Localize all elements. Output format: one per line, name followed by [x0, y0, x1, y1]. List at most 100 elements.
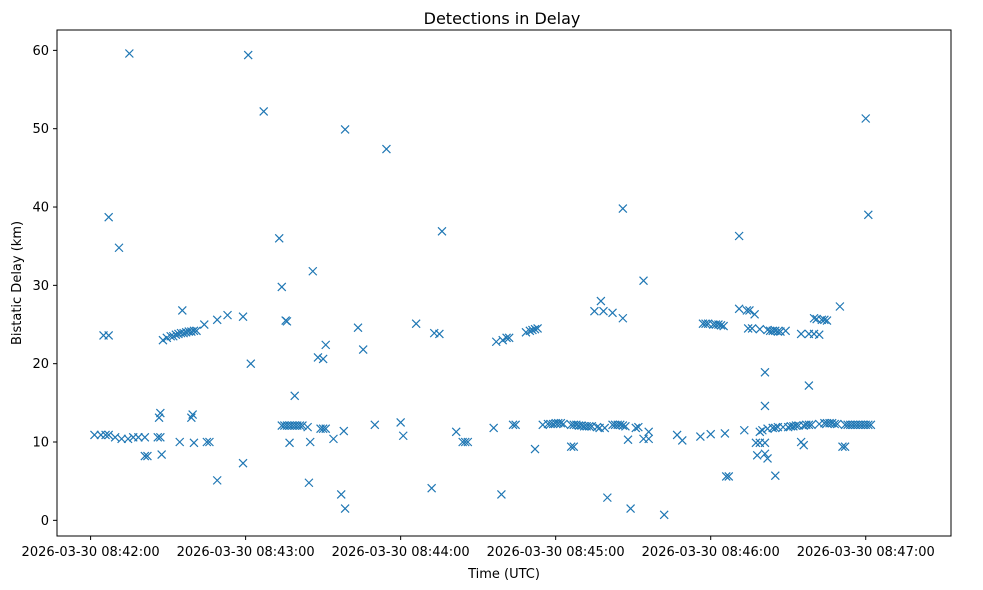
- data-point: [202, 437, 212, 447]
- data-point: [504, 333, 514, 343]
- data-point: [608, 308, 617, 318]
- data-point: [339, 426, 349, 436]
- data-point: [179, 328, 189, 338]
- data-point: [822, 316, 832, 326]
- data-point: [799, 440, 809, 450]
- data-point: [427, 483, 437, 493]
- data-point: [114, 243, 124, 253]
- data-point: [298, 421, 307, 430]
- data-point: [770, 423, 780, 433]
- data-point: [511, 420, 521, 430]
- data-point: [166, 331, 176, 341]
- data-point: [618, 421, 628, 430]
- data-point: [659, 510, 669, 520]
- data-point: [177, 305, 187, 315]
- data-point: [305, 437, 315, 447]
- data-point: [101, 430, 111, 440]
- y-tick-label: 50: [32, 122, 49, 137]
- x-tick-label: 2026-03-30 08:47:00: [797, 545, 935, 560]
- data-point: [238, 458, 248, 468]
- data-point: [721, 472, 731, 481]
- data-point: [460, 437, 470, 447]
- data-point: [277, 282, 287, 292]
- data-point: [701, 319, 710, 329]
- data-point: [807, 420, 816, 430]
- data-point: [745, 305, 754, 315]
- data-point: [773, 327, 783, 336]
- data-point: [158, 335, 168, 345]
- data-point: [140, 451, 150, 461]
- y-tick-label: 20: [32, 357, 49, 372]
- data-point: [760, 438, 770, 448]
- data-point: [757, 425, 767, 435]
- data-point: [508, 420, 518, 430]
- data-point: [246, 359, 256, 369]
- data-point: [336, 490, 346, 499]
- data-point: [329, 434, 338, 444]
- data-point: [621, 421, 630, 431]
- data-point: [752, 450, 762, 460]
- data-point: [724, 472, 734, 481]
- data-point: [615, 420, 625, 430]
- data-point: [157, 450, 167, 459]
- x-tick-label: 2026-03-30 08:43:00: [177, 545, 315, 560]
- data-point: [742, 305, 752, 315]
- x-tick-label: 2026-03-30 08:42:00: [22, 545, 160, 560]
- data-point: [502, 333, 512, 343]
- data-point: [186, 413, 196, 423]
- data-point: [706, 429, 716, 439]
- y-tick-label: 60: [32, 44, 49, 59]
- data-point: [569, 442, 579, 452]
- data-point: [295, 421, 305, 430]
- data-point: [751, 438, 761, 448]
- data-point: [633, 422, 643, 432]
- data-point: [804, 381, 814, 391]
- data-point: [747, 324, 757, 333]
- data-point: [763, 454, 772, 463]
- data-point: [819, 315, 829, 325]
- data-point: [189, 438, 199, 448]
- data-point: [602, 493, 612, 503]
- data-point: [631, 423, 641, 433]
- data-point: [188, 410, 198, 420]
- data-point: [861, 114, 871, 123]
- data-point: [695, 432, 705, 441]
- data-point: [618, 204, 628, 214]
- data-point: [358, 345, 368, 355]
- data-point: [838, 442, 847, 452]
- data-point: [285, 438, 294, 448]
- data-point: [623, 435, 633, 445]
- data-point: [370, 420, 380, 430]
- data-point: [133, 432, 143, 442]
- data-point: [411, 319, 421, 329]
- data-point: [760, 367, 770, 377]
- x-axis-label: Time (UTC): [467, 567, 540, 582]
- data-point: [770, 471, 780, 481]
- data-point: [734, 304, 744, 314]
- data-point: [600, 423, 610, 433]
- data-point: [791, 421, 801, 430]
- data-point: [382, 144, 391, 154]
- data-point: [618, 313, 628, 323]
- data-point: [155, 408, 165, 418]
- y-axis-label: Bistatic Delay (km): [10, 221, 25, 345]
- data-point: [290, 391, 300, 401]
- y-axis-ticks: 0 10 20 30 40 50 60: [32, 44, 57, 529]
- x-tick-label: 2026-03-30 08:44:00: [332, 545, 470, 560]
- data-point: [491, 337, 501, 347]
- data-point: [398, 431, 408, 441]
- data-point: [755, 427, 765, 437]
- data-point: [104, 212, 114, 222]
- y-tick-label: 10: [32, 436, 49, 451]
- data-point: [590, 306, 599, 316]
- data-point: [626, 504, 636, 514]
- data-point: [720, 428, 730, 438]
- data-point: [140, 432, 150, 442]
- data-point: [90, 430, 99, 440]
- data-point: [584, 421, 594, 431]
- data-point: [238, 312, 248, 322]
- data-point: [734, 231, 744, 241]
- data-point: [566, 442, 576, 452]
